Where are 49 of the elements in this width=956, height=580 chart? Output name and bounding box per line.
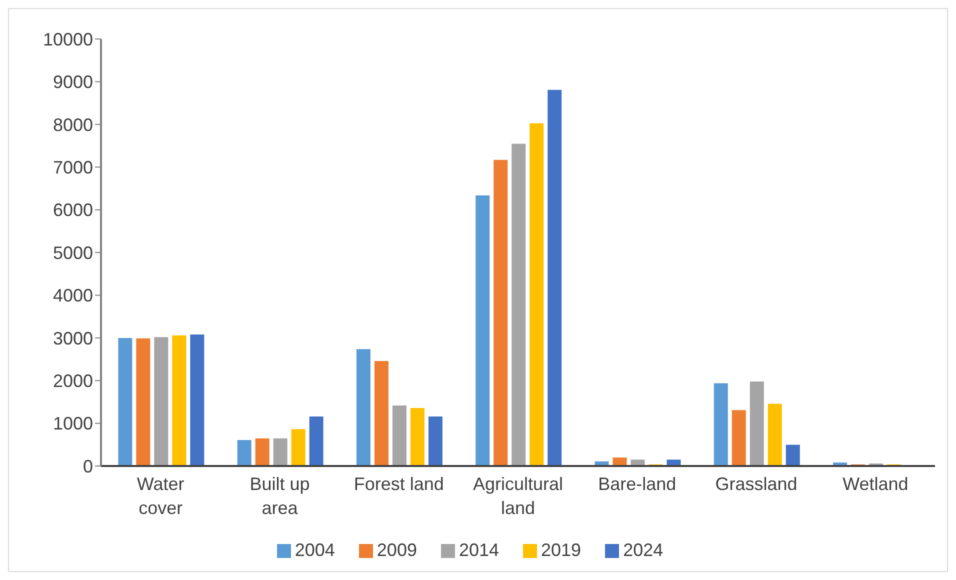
bar [492,158,509,466]
x-tick-label: Grassland [715,474,798,494]
legend-label: 2009 [376,540,417,560]
bar [290,428,306,466]
bar [373,360,390,466]
y-tick-label: 4000 [52,286,93,306]
bar [189,334,206,466]
bar [427,416,444,466]
legend-label: 2019 [541,540,582,560]
bar [272,437,288,466]
bar [474,194,491,466]
bar [236,439,252,466]
y-tick-label: 10000 [42,29,93,50]
x-tick-label: Bare-land [598,474,676,494]
legend-label: 2004 [294,540,335,560]
y-tick-label: 5000 [52,242,93,263]
bar [409,407,426,466]
bar [766,402,783,466]
bar [308,416,324,466]
bar [355,348,372,466]
y-tick-label: 2000 [52,370,93,391]
x-tick-label: Built up area [250,474,310,518]
bar [748,380,765,466]
bar [510,142,527,466]
bar [612,456,628,466]
bar [546,88,563,466]
y-tick-label: 9000 [52,72,93,92]
y-tick-label: 0 [82,456,93,476]
x-tick-label: Forest land [354,474,444,494]
x-tick-label: Water cover [136,474,184,518]
bar [117,336,134,466]
y-tick-label: 3000 [52,328,93,348]
y-tick-label: 1000 [52,414,93,434]
bar [171,334,188,466]
bar [254,437,270,466]
legend-label: 2024 [623,540,664,560]
bar [784,444,801,466]
bar [391,404,408,466]
x-tick-label: Wetland [842,474,908,494]
bar [153,336,170,466]
bar [528,122,545,466]
bar [730,409,747,466]
bar [135,337,152,466]
y-tick-label: 6000 [52,200,93,220]
bar [712,382,729,466]
x-tick-label: Agricultural land [472,474,564,518]
legend-label: 2014 [458,540,500,560]
y-tick-label: 7000 [52,157,93,178]
y-tick-label: 8000 [52,114,93,135]
